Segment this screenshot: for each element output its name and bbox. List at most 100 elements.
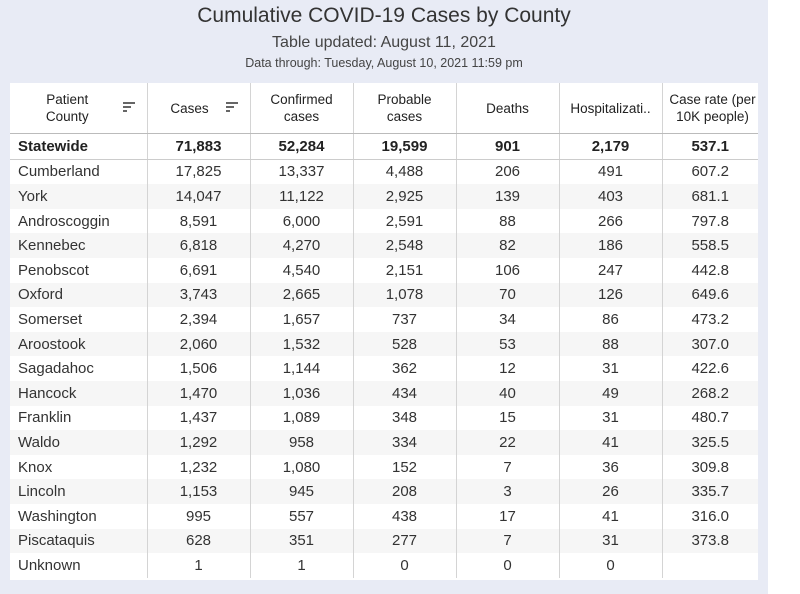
cell-county: Statewide	[10, 133, 148, 160]
cell-confirmed: 1,080	[250, 454, 354, 480]
cell-case-rate: 325.5	[662, 430, 758, 455]
cell-hospitalizations: 41	[559, 430, 663, 455]
table-row: Kennebec 6,818 4,270 2,548 82 186 558.5	[10, 233, 758, 258]
cell-county: Franklin	[10, 405, 148, 431]
column-header-confirmed[interactable]: Confirmed cases	[250, 83, 354, 134]
cell-case-rate: 335.7	[662, 479, 758, 504]
cell-case-rate: 537.1	[662, 133, 758, 160]
cell-probable: 4,488	[353, 159, 457, 185]
cell-hospitalizations: 126	[559, 282, 663, 308]
page-title: Cumulative COVID-19 Cases by County	[197, 4, 571, 27]
cell-case-rate	[662, 553, 758, 578]
column-header-probable[interactable]: Probable cases	[353, 83, 457, 134]
table-row: Piscataquis 628 351 277 7 31 373.8	[10, 528, 758, 554]
column-header-case-rate[interactable]: Case rate (per 10K people)	[662, 83, 758, 134]
table-body: Statewide 71,883 52,284 19,599 901 2,179…	[10, 133, 758, 578]
cell-case-rate: 473.2	[691, 310, 730, 328]
cell-probable: 19,599	[353, 133, 457, 160]
table-row: York 14,047 11,122 2,925 139 403 681.1	[10, 184, 758, 209]
cell-probable: 208	[353, 479, 457, 504]
column-label-confirmed: Confirmed cases	[270, 92, 333, 124]
cell-county: Piscataquis	[10, 528, 148, 554]
cell-case-rate: 681.1	[662, 184, 758, 209]
updated-date: Table updated: August 11, 2021	[272, 34, 496, 51]
cell-confirmed: 52,284	[250, 133, 354, 160]
column-header-hospitalizations[interactable]: Hospitalizati..	[559, 83, 663, 134]
cell-confirmed: 4,270	[250, 233, 354, 258]
cell-case-rate: 558.5	[662, 233, 758, 258]
cell-cases: 14,047	[147, 184, 251, 209]
cell-county: Unknown	[10, 553, 148, 578]
cell-cases: 628	[147, 528, 251, 554]
cell-deaths: 22	[456, 430, 560, 455]
cell-probable: 2,925	[353, 184, 457, 209]
table-row: Sagadahoc 1,506 1,144 362 12 31 422.6	[10, 356, 758, 381]
cell-probable: 334	[353, 430, 457, 455]
table-row: Washington 995 557 438 17 41 316.0	[10, 503, 758, 529]
cell-deaths: 206	[456, 159, 560, 185]
cell-probable: 277	[353, 528, 457, 554]
table-row: Unknown 1 1 0 0 0	[10, 553, 758, 578]
cell-probable: 152	[353, 454, 457, 480]
cell-deaths: 88	[456, 208, 560, 234]
column-header-deaths[interactable]: Deaths	[456, 83, 560, 134]
cell-county: Penobscot	[10, 257, 148, 283]
table-row: Oxford 3,743 2,665 1,078 70 126 649.6	[10, 282, 758, 308]
dashboard-panel: Cumulative COVID-19 Cases by County Tabl…	[0, 0, 768, 594]
cell-hospitalizations: 86	[559, 307, 663, 332]
cell-confirmed: 13,337	[250, 159, 354, 185]
column-label-case-rate: Case rate (per 10K people)	[669, 92, 756, 124]
cell-deaths: 7	[456, 528, 560, 554]
column-header-cases[interactable]: Cases	[147, 83, 251, 134]
cell-deaths: 53	[456, 331, 560, 357]
cell-deaths: 7	[456, 454, 560, 480]
table-row: Aroostook 2,060 1,532 528 53 88 307.0	[10, 331, 758, 357]
cell-probable: 2,548	[353, 233, 457, 258]
cell-county: Cumberland	[10, 159, 148, 185]
cell-deaths: 901	[456, 133, 560, 160]
cell-county: Somerset	[10, 307, 148, 332]
column-label-county: Patient County	[45, 92, 89, 124]
column-label-deaths: Deaths	[486, 100, 529, 116]
cell-cases: 8,591	[147, 208, 251, 234]
cell-county: Androscoggin	[10, 208, 148, 234]
cases-table-container: Patient County Cases Confirmed cases Pro…	[10, 83, 758, 580]
cell-county: Hancock	[10, 380, 148, 406]
cell-confirmed: 11,122	[250, 184, 354, 209]
cell-case-rate: 649.6	[662, 282, 758, 308]
cell-case-rate: 309.8	[691, 458, 730, 476]
cell-county: Oxford	[10, 282, 148, 308]
cell-hospitalizations: 26	[559, 479, 663, 504]
cell-probable: 528	[353, 331, 457, 357]
cell-case-rate: 422.6	[691, 360, 730, 378]
cell-cases: 2,394	[147, 307, 251, 332]
sort-icon[interactable]	[225, 102, 238, 113]
cell-confirmed: 958	[250, 430, 354, 455]
cell-hospitalizations: 186	[559, 233, 663, 258]
data-through-note: Data through: Tuesday, August 10, 2021 1…	[245, 56, 523, 70]
cell-probable: 0	[353, 553, 457, 578]
cell-case-rate: 316.0	[691, 507, 730, 525]
table-header: Cumulative COVID-19 Cases by County Tabl…	[0, 0, 768, 80]
cell-cases: 1,470	[147, 380, 251, 406]
cell-hospitalizations: 31	[559, 405, 663, 431]
cell-cases: 995	[147, 503, 251, 529]
column-header-county[interactable]: Patient County	[10, 83, 148, 134]
cell-case-rate: 268.2	[662, 380, 758, 406]
sort-icon[interactable]	[122, 102, 135, 113]
cell-probable: 737	[353, 307, 457, 332]
cell-cases: 6,818	[147, 233, 251, 258]
cell-cases: 6,691	[147, 257, 251, 283]
cell-confirmed: 351	[250, 528, 354, 554]
cell-deaths: 12	[456, 356, 560, 381]
cell-deaths: 106	[456, 257, 560, 283]
cell-cases: 1,232	[147, 454, 251, 480]
cell-confirmed: 6,000	[250, 208, 354, 234]
cell-county: Kennebec	[10, 233, 148, 258]
cell-case-rate: 307.0	[662, 331, 758, 357]
column-label-hospitalizations: Hospitalizati..	[570, 100, 651, 116]
cell-confirmed: 1,089	[250, 405, 354, 431]
cell-cases: 1,292	[147, 430, 251, 455]
page-margin	[768, 0, 800, 594]
cell-deaths: 3	[456, 479, 560, 504]
